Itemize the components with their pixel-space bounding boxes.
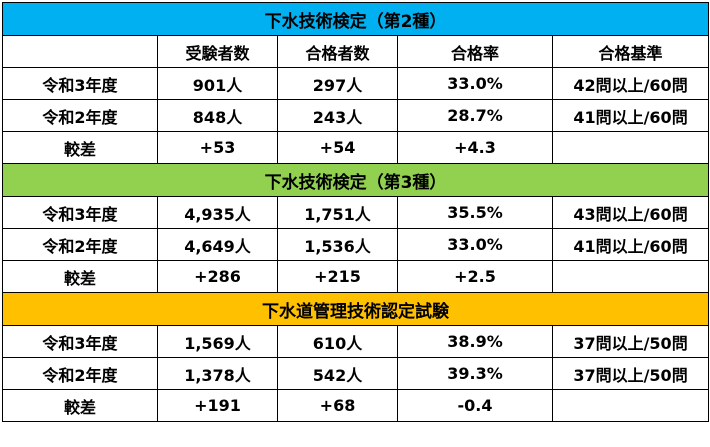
passers-cell: +215 — [277, 260, 398, 293]
section-header-row: 下水道管理技術認定試験 — [1, 292, 710, 326]
row-label: 令和3年度 — [2, 67, 158, 100]
passers-cell: 542人 — [277, 357, 398, 390]
criteria-cell — [551, 389, 710, 422]
section-header-row: 下水技術検定（第2種） — [1, 2, 710, 36]
rate-cell: 39.3% — [397, 357, 553, 390]
rate-cell: 35.5% — [397, 196, 553, 229]
column-header-row: 受験者数 合格者数 合格率 合格基準 — [2, 35, 710, 68]
criteria-cell: 42問以上/60問 — [551, 67, 710, 100]
examinees-cell: 1,569人 — [157, 325, 278, 358]
passers-cell: +68 — [277, 389, 398, 422]
table-row: 令和3年度 901人 297人 33.0% 42問以上/60問 — [2, 67, 710, 100]
criteria-cell: 43問以上/60問 — [551, 196, 710, 229]
row-label: 令和2年度 — [2, 357, 158, 390]
section-title: 下水技術検定（第2種） — [1, 2, 710, 36]
table-row: 令和2年度 1,378人 542人 39.3% 37問以上/50問 — [2, 357, 710, 390]
column-header-examinees: 受験者数 — [157, 35, 278, 68]
examinees-cell: 901人 — [157, 67, 278, 100]
table-row: 較差 +53 +54 +4.3 — [2, 131, 710, 164]
column-header-blank — [2, 35, 158, 68]
table-row: 較差 +286 +215 +2.5 — [2, 260, 710, 293]
row-label: 較差 — [2, 131, 158, 164]
table-row: 令和2年度 4,649人 1,536人 33.0% 41問以上/60問 — [2, 228, 710, 261]
section-title: 下水道管理技術認定試験 — [1, 292, 710, 326]
examinees-cell: +286 — [157, 260, 278, 293]
passers-cell: 610人 — [277, 325, 398, 358]
column-header-rate: 合格率 — [397, 35, 553, 68]
rate-cell: 33.0% — [397, 228, 553, 261]
row-label: 令和2年度 — [2, 99, 158, 132]
criteria-cell: 37問以上/50問 — [551, 325, 710, 358]
column-header-passers: 合格者数 — [277, 35, 398, 68]
criteria-cell — [551, 131, 710, 164]
examinees-cell: 1,378人 — [157, 357, 278, 390]
row-label: 令和3年度 — [2, 325, 158, 358]
section-header-row: 下水技術検定（第3種） — [1, 163, 710, 197]
rate-cell: 38.9% — [397, 325, 553, 358]
table-row: 較差 +191 +68 -0.4 — [2, 389, 710, 422]
table-row: 令和2年度 848人 243人 28.7% 41問以上/60問 — [2, 99, 710, 132]
passers-cell: 243人 — [277, 99, 398, 132]
examinees-cell: +53 — [157, 131, 278, 164]
rate-cell: 28.7% — [397, 99, 553, 132]
passers-cell: 1,536人 — [277, 228, 398, 261]
exam-results-table: 下水技術検定（第2種） 受験者数 合格者数 合格率 合格基準 令和3年度 901… — [1, 2, 710, 422]
column-header-criteria: 合格基準 — [551, 35, 710, 68]
criteria-cell — [551, 260, 710, 293]
examinees-cell: 848人 — [157, 99, 278, 132]
examinees-cell: 4,935人 — [157, 196, 278, 229]
rate-cell: +4.3 — [397, 131, 553, 164]
passers-cell: +54 — [277, 131, 398, 164]
criteria-cell: 41問以上/60問 — [551, 99, 710, 132]
table-row: 令和3年度 1,569人 610人 38.9% 37問以上/50問 — [2, 325, 710, 358]
examinees-cell: +191 — [157, 389, 278, 422]
row-label: 較差 — [2, 260, 158, 293]
passers-cell: 297人 — [277, 67, 398, 100]
rate-cell: -0.4 — [397, 389, 553, 422]
rate-cell: +2.5 — [397, 260, 553, 293]
rate-cell: 33.0% — [397, 67, 553, 100]
criteria-cell: 41問以上/60問 — [551, 228, 710, 261]
passers-cell: 1,751人 — [277, 196, 398, 229]
row-label: 令和2年度 — [2, 228, 158, 261]
section-title: 下水技術検定（第3種） — [1, 163, 710, 197]
criteria-cell: 37問以上/50問 — [551, 357, 710, 390]
row-label: 較差 — [2, 389, 158, 422]
examinees-cell: 4,649人 — [157, 228, 278, 261]
row-label: 令和3年度 — [2, 196, 158, 229]
table-row: 令和3年度 4,935人 1,751人 35.5% 43問以上/60問 — [2, 196, 710, 229]
